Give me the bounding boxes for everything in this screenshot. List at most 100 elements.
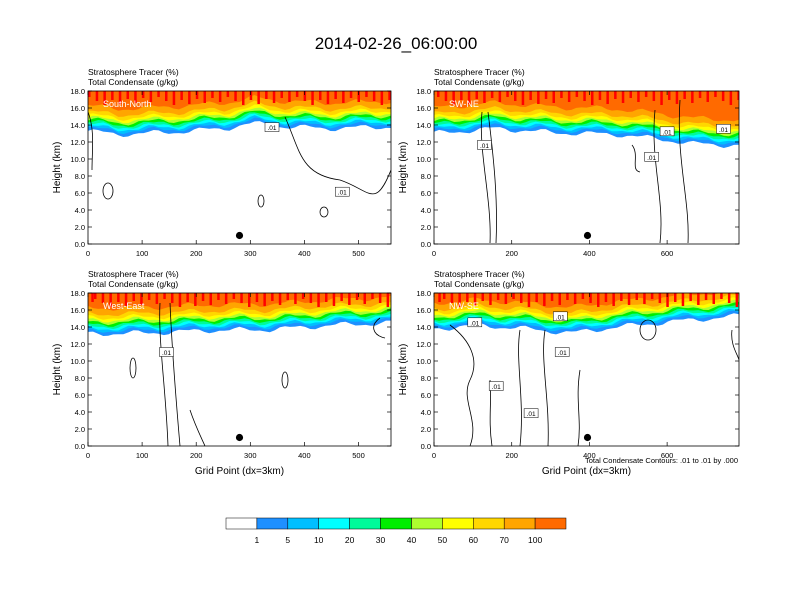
tracer-streak (372, 91, 376, 101)
x-tick-label: 200 (505, 249, 518, 258)
tracer-streak (317, 293, 320, 307)
tracer-streak (265, 91, 268, 99)
plot-frame (87, 90, 392, 245)
contour-label-text: .01 (480, 143, 489, 150)
tracer-streak (301, 293, 305, 299)
tracer-streak (597, 293, 600, 307)
x-axis-label: Grid Point (dx=3km) (195, 466, 284, 477)
tracer-streak (606, 91, 609, 104)
tracer-streak (140, 293, 143, 305)
panel-title-line1: Stratosphere Tracer (%) (88, 269, 179, 279)
tracer-streak (658, 293, 662, 303)
colorbar-level-label: 40 (407, 535, 417, 545)
tracer-streak (371, 293, 374, 299)
tracer-streak (217, 293, 220, 300)
contour-label: .01 (477, 140, 492, 150)
tracer-streak (674, 293, 677, 302)
y-tick-label: 4.0 (421, 206, 431, 215)
condensate-contour (631, 144, 641, 173)
colorbar: 1 5 10 20 30 40 50 60 70 100 (225, 517, 567, 545)
tracer-streak (697, 293, 700, 305)
tracer-streak (132, 293, 135, 301)
plot-frame (433, 90, 740, 245)
tracer-streak (620, 293, 623, 301)
condensate-contour (257, 194, 265, 208)
tracer-streak (621, 91, 625, 103)
tracer-streak (218, 91, 222, 102)
tracer-streak (286, 293, 289, 300)
x-tick-label: 300 (244, 451, 257, 460)
tracer-streak (388, 91, 391, 100)
tracer-streak (689, 293, 692, 301)
y-tick-label: 14.0 (416, 323, 431, 332)
tracer-streak (714, 91, 717, 97)
contour-label-text: .01 (558, 350, 567, 357)
condensate-contour (102, 182, 114, 200)
tracer-streak (311, 91, 314, 105)
tracer-streak (186, 293, 189, 302)
colorbar-box (380, 517, 412, 530)
contour-label-text: .01 (470, 320, 479, 327)
tracer-streak (481, 293, 484, 301)
y-tick-label: 4.0 (421, 408, 431, 417)
panel-title-line2: Total Condensate (g/kg) (88, 279, 178, 289)
tracer-streak (668, 91, 671, 100)
panel-title-line1: Stratosphere Tracer (%) (434, 269, 525, 279)
y-tick-label: 18.0 (416, 87, 431, 96)
location-marker (235, 231, 244, 240)
tracer-streak (378, 293, 382, 303)
tracer-streak (660, 91, 663, 105)
x-tick-label: 300 (244, 249, 257, 258)
x-tick-label: 0 (432, 451, 436, 460)
tracer-streak (224, 293, 228, 304)
contour-label-text: .01 (556, 314, 565, 321)
tracer-streak (520, 293, 523, 303)
condensate-contour (319, 206, 329, 218)
y-tick-label: 16.0 (416, 104, 431, 113)
tracer-streak (473, 293, 477, 306)
x-tick-label: 200 (505, 451, 518, 460)
tracer-field: .01 .01 (88, 91, 391, 244)
condensate-contour (543, 329, 549, 446)
tracer-streak (309, 293, 313, 303)
panel-title-line2: Total Condensate (g/kg) (88, 77, 178, 87)
tracer-streak (627, 293, 631, 305)
tracer-streak (141, 91, 145, 98)
tracer-streak (566, 293, 569, 300)
chart-panel-west-east: .01 West-East 0.0 2.0 4.0 6.0 8.0 10.0 12.0 14.0 1… (52, 269, 392, 477)
plot-frame (87, 292, 392, 447)
tracer-streak (117, 293, 120, 302)
tracer-streak (124, 293, 128, 306)
y-tick-label: 18.0 (70, 289, 85, 298)
contour-label: .01 (716, 124, 731, 134)
tracer-field: .01 .01 .01 .01 (434, 91, 739, 244)
tracer-streak (201, 293, 205, 301)
contour-label-text: .01 (492, 384, 501, 391)
tracer-streak (558, 293, 561, 305)
location-marker (235, 433, 244, 442)
y-tick-label: 10.0 (416, 155, 431, 164)
tracer-streak (295, 91, 299, 97)
tracer-band (434, 293, 739, 308)
tracer-streak (342, 91, 345, 103)
tracer-streak (544, 91, 548, 99)
panels-group: .01 .01 South-North 0.0 2.0 4.0 6.0 8.0 10.0 12.0… (52, 67, 740, 477)
tracer-streak (652, 91, 656, 101)
tracer-streak (650, 293, 654, 299)
tracer-streak (675, 91, 679, 104)
tracer-streak (101, 293, 105, 303)
colorbar-box (287, 517, 319, 530)
y-tick-label: 4.0 (75, 408, 85, 417)
tracer-streak (552, 91, 555, 103)
contour-label: .01 (644, 152, 659, 162)
contour-label-text: .01 (527, 411, 536, 418)
tracer-streak (489, 293, 492, 305)
condensate-contour (284, 116, 391, 195)
tracer-streak (234, 91, 237, 101)
y-tick-label: 12.0 (416, 138, 431, 147)
tracer-field: .01 .01 .01 .01 .01 (434, 293, 739, 446)
tracer-streak (88, 91, 91, 97)
tracer-streak (147, 293, 151, 300)
y-tick-label: 14.0 (70, 323, 85, 332)
y-tick-label: 8.0 (421, 172, 431, 181)
